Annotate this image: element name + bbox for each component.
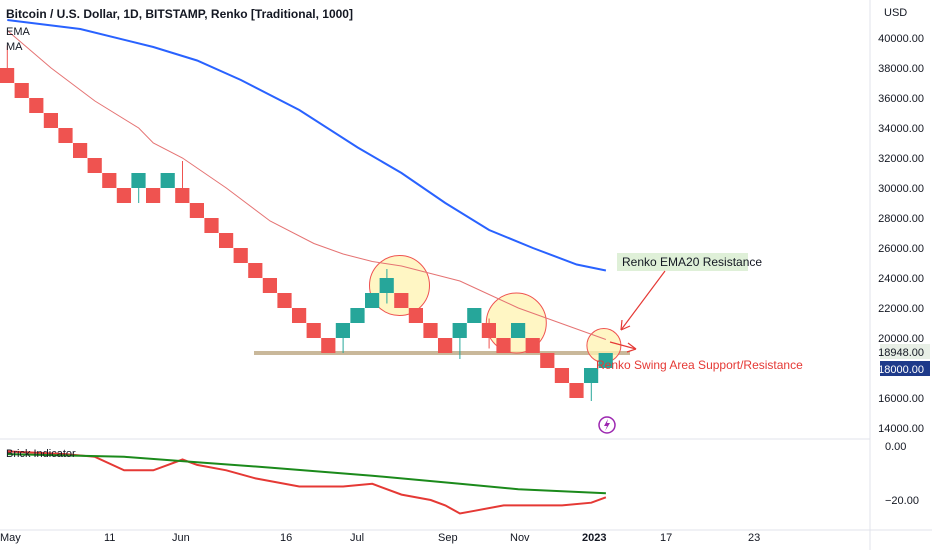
indicator-tick-1: −20.00 [885,495,919,507]
time-label-may: May [0,532,21,544]
time-label-16: 16 [280,532,292,544]
ema-line [6,30,607,340]
indicator-title[interactable]: Brick Indicator [6,448,76,460]
swing-area-text: Renko Swing Area Support/Resistance [596,358,803,372]
ma-line [7,19,607,272]
renko-brick-16 [233,248,248,263]
time-label-2023: 2023 [582,532,606,544]
time-label-11: 11 [104,532,115,544]
last-price-tag: 18948.00 [878,344,930,359]
price-tick-10: 20000.00 [878,333,924,345]
renko-brick-41 [598,353,613,368]
renko-brick-15 [219,233,234,248]
renko-brick-26 [379,278,394,293]
time-label-jul: Jul [350,532,364,544]
price-tick-6: 28000.00 [878,213,924,225]
currency-label: USD [884,7,907,19]
symbol-title: Bitcoin / U.S. Dollar, 1D, BITSTAMP, Ren… [6,7,353,21]
legend-ema[interactable]: EMA [6,26,31,38]
brick-indicator-line [7,450,607,515]
price-tick-4: 32000.00 [878,153,924,165]
price-tick-3: 34000.00 [878,123,924,135]
last-price-label: 18948.00 [878,347,924,359]
renko-brick-13 [189,203,204,218]
renko-brick-28 [408,308,423,323]
renko-brick-12 [175,188,190,203]
price-tick-5: 30000.00 [878,183,924,195]
renko-brick-24 [350,308,365,323]
renko-brick-21 [306,323,321,338]
renko-brick-35 [511,323,526,338]
renko-brick-22 [321,338,336,353]
renko-brick-38 [554,368,569,383]
highlight-circle-0 [369,255,430,316]
renko-brick-29 [423,323,438,338]
renko-brick-20 [292,308,307,323]
renko-brick-32 [467,308,482,323]
renko-bricks [0,68,613,398]
renko-brick-9 [131,173,146,188]
renko-brick-33 [481,323,496,338]
renko-brick-2 [29,98,44,113]
renko-brick-34 [496,338,511,353]
price-tick-0: 40000.00 [878,33,924,45]
renko-brick-1 [14,83,29,98]
ema-resistance-text: Renko EMA20 Resistance [622,255,762,269]
renko-brick-14 [204,218,219,233]
renko-brick-37 [540,353,555,368]
renko-brick-10 [146,188,161,203]
brick-indicator-signal-line [7,453,606,495]
price-tick-8: 24000.00 [878,273,924,285]
time-label-sep: Sep [438,532,458,544]
time-label-jun: Jun [172,532,190,544]
renko-brick-40 [584,368,599,383]
highlight-circles [369,255,622,363]
renko-brick-11 [160,173,175,188]
lightning-icon[interactable] [598,416,616,434]
legend-ma[interactable]: MA [6,41,23,53]
price-tick-9: 22000.00 [878,303,924,315]
swing-area-callout[interactable]: Renko Swing Area Support/Resistance [596,341,803,372]
renko-brick-39 [569,383,584,398]
price-axis[interactable]: 40000.00 38000.00 36000.00 34000.00 32000.00… [878,33,924,435]
time-axis[interactable]: May 11 Jun 16 Jul Sep Nov 2023 17 23 [0,532,760,544]
renko-brick-6 [87,158,102,173]
renko-brick-0 [0,68,15,83]
time-label-17: 17 [660,532,672,544]
price-tick-11: 16000.00 [878,393,924,405]
renko-brick-31 [452,323,467,338]
price-tick-2: 36000.00 [878,93,924,105]
indicator-tick-0: 0.00 [885,441,906,453]
renko-brick-8 [116,188,131,203]
renko-brick-3 [43,113,58,128]
price-tick-1: 38000.00 [878,63,924,75]
renko-brick-17 [248,263,263,278]
price-tick-12: 14000.00 [878,423,924,435]
time-label-23: 23 [748,532,760,544]
renko-brick-5 [73,143,88,158]
renko-brick-30 [438,338,453,353]
renko-brick-19 [277,293,292,308]
current-brick-tag: 18000.00 [878,361,930,376]
renko-brick-36 [525,338,540,353]
renko-brick-4 [58,128,73,143]
time-label-nov: Nov [510,532,530,544]
renko-brick-27 [394,293,409,308]
renko-brick-23 [335,323,350,338]
current-brick-label: 18000.00 [878,364,924,376]
renko-brick-25 [365,293,380,308]
price-tick-7: 26000.00 [878,243,924,255]
renko-brick-18 [262,278,277,293]
ema-resistance-callout[interactable]: Renko EMA20 Resistance [617,253,762,331]
renko-brick-7 [102,173,117,188]
